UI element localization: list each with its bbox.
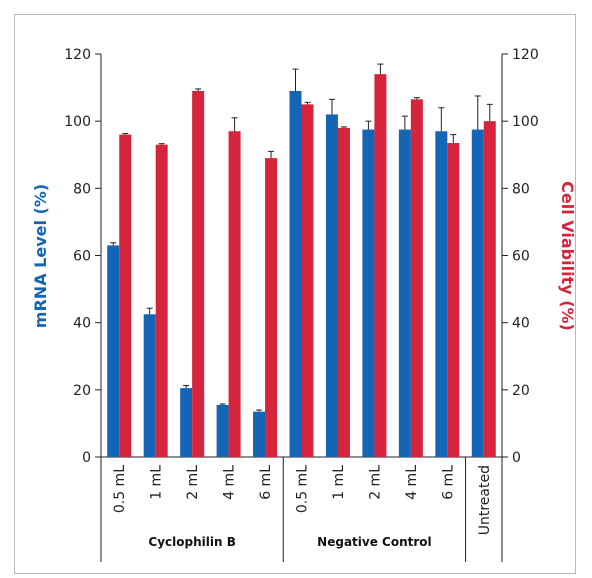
bar bbox=[228, 131, 241, 457]
y-tick-label-right: 80 bbox=[512, 181, 530, 197]
x-tick-label: 1 mL bbox=[331, 465, 347, 500]
bar bbox=[483, 121, 496, 458]
bar bbox=[398, 129, 411, 457]
bar bbox=[289, 90, 302, 458]
x-tick-label: 0.5 mL bbox=[295, 465, 311, 513]
bar bbox=[325, 114, 338, 457]
bar bbox=[155, 144, 168, 458]
y-tick-label-right: 0 bbox=[512, 450, 521, 466]
y-tick-label-left: 80 bbox=[73, 181, 91, 197]
y-tick-label-left: 100 bbox=[64, 114, 91, 130]
x-tick-label: 4 mL bbox=[222, 465, 238, 500]
bar bbox=[410, 99, 423, 458]
y-tick-label-left: 120 bbox=[64, 47, 91, 63]
bar bbox=[119, 134, 132, 457]
bar bbox=[362, 129, 375, 457]
y-tick-label-right: 120 bbox=[512, 47, 539, 63]
x-tick-label: 6 mL bbox=[440, 465, 456, 500]
bar bbox=[143, 314, 156, 457]
bar bbox=[374, 74, 387, 458]
group-label: Negative Control bbox=[317, 535, 431, 549]
bar bbox=[192, 90, 205, 458]
bar bbox=[471, 129, 484, 457]
y-axis-label-left: mRNA Level (%) bbox=[31, 184, 50, 328]
chart-frame bbox=[14, 14, 576, 574]
y-tick-label-left: 60 bbox=[73, 249, 91, 265]
x-tick-label: 2 mL bbox=[185, 465, 201, 500]
y-tick-label-left: 40 bbox=[73, 316, 91, 332]
bar bbox=[301, 104, 314, 457]
y-tick-label-left: 0 bbox=[82, 450, 91, 466]
y-axis-label-right: Cell Viability (%) bbox=[558, 181, 577, 331]
x-tick-label: 0.5 mL bbox=[112, 465, 128, 513]
bar bbox=[180, 388, 193, 457]
bar bbox=[337, 127, 350, 457]
bar bbox=[107, 245, 120, 457]
bar bbox=[265, 158, 278, 457]
y-tick-label-right: 40 bbox=[512, 316, 530, 332]
x-tick-label: 1 mL bbox=[149, 465, 165, 500]
bar bbox=[447, 142, 460, 457]
x-tick-label: 2 mL bbox=[367, 465, 383, 500]
bar bbox=[253, 411, 266, 457]
y-tick-label-right: 100 bbox=[512, 114, 539, 130]
group-label: Cyclophilin B bbox=[148, 535, 235, 549]
x-tick-label: 4 mL bbox=[404, 465, 420, 500]
y-tick-label-right: 60 bbox=[512, 249, 530, 265]
labels: 0 0 20 20 40 40 60 60 80 80 100 100 120 120 0.5 mL 1 mL… bbox=[64, 47, 538, 549]
y-tick-label-left: 20 bbox=[73, 383, 91, 399]
bars bbox=[107, 63, 496, 458]
bar bbox=[435, 131, 448, 457]
bar bbox=[216, 404, 229, 457]
x-tick-label: 6 mL bbox=[258, 465, 274, 500]
x-tick-label: Untreated bbox=[477, 465, 493, 535]
y-tick-label-right: 20 bbox=[512, 383, 530, 399]
